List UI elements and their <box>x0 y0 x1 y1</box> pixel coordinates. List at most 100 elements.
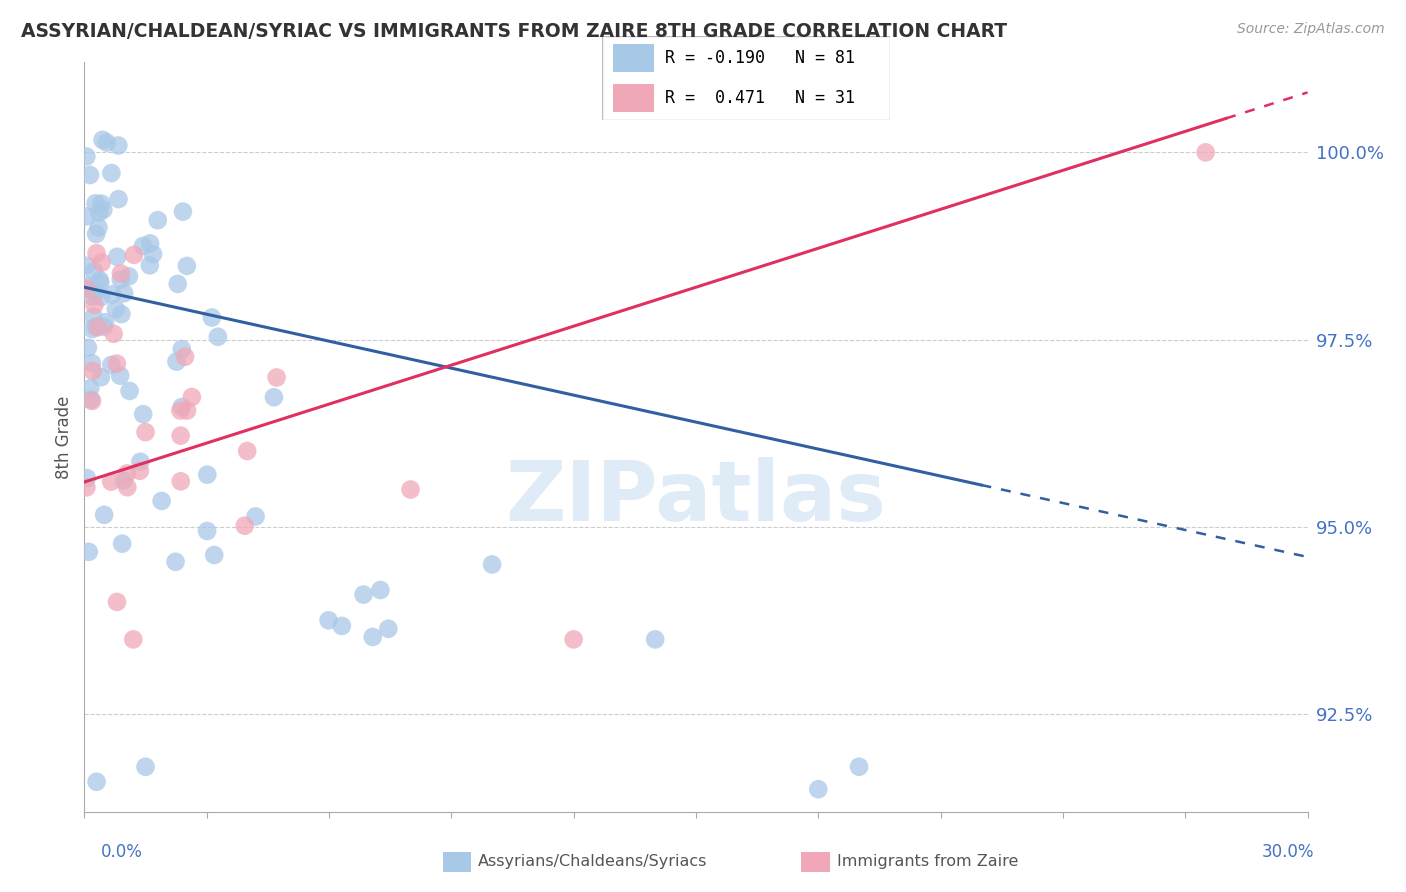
Point <box>84 227 107 241</box>
Point <box>135 760 157 774</box>
Point <box>170 475 193 489</box>
Point <box>105 595 128 609</box>
Point <box>93 319 115 334</box>
Point <box>170 342 193 356</box>
Point <box>117 480 139 494</box>
Text: 0.0%: 0.0% <box>101 843 143 861</box>
Point <box>111 536 134 550</box>
Point <box>75 480 97 494</box>
Point <box>146 213 169 227</box>
Text: 30.0%: 30.0% <box>1263 843 1315 861</box>
Point <box>1195 145 1218 160</box>
Point <box>89 276 111 290</box>
Point <box>115 467 138 481</box>
Point <box>142 247 165 261</box>
Point <box>132 407 155 421</box>
Point <box>79 381 101 395</box>
Text: Immigrants from Zaire: Immigrants from Zaire <box>837 855 1018 869</box>
Point <box>236 444 259 458</box>
Point <box>195 524 218 538</box>
Point <box>82 322 104 336</box>
Point <box>86 320 108 334</box>
Point <box>172 204 194 219</box>
Point <box>112 474 135 488</box>
Point <box>100 475 122 489</box>
Point <box>399 483 422 497</box>
Point <box>245 509 267 524</box>
Point <box>174 350 197 364</box>
Point <box>83 310 105 324</box>
Point <box>169 403 191 417</box>
Point <box>233 518 256 533</box>
Point <box>176 259 198 273</box>
Point <box>266 370 288 384</box>
Point <box>110 267 132 281</box>
Point <box>100 166 122 180</box>
Point <box>91 133 114 147</box>
Point <box>122 632 145 647</box>
Point <box>807 782 830 797</box>
Point <box>361 630 384 644</box>
Point <box>105 250 128 264</box>
Text: Source: ZipAtlas.com: Source: ZipAtlas.com <box>1237 22 1385 37</box>
Point <box>132 239 155 253</box>
Point <box>90 370 112 384</box>
Point <box>80 392 103 407</box>
Point <box>150 494 173 508</box>
Point <box>118 384 141 398</box>
Point <box>86 774 108 789</box>
Point <box>90 255 112 269</box>
Point <box>82 393 104 408</box>
Point <box>170 400 193 414</box>
Point <box>207 330 229 344</box>
Point <box>481 558 503 572</box>
Point <box>101 287 124 301</box>
Point <box>75 259 97 273</box>
Text: ASSYRIAN/CHALDEAN/SYRIAC VS IMMIGRANTS FROM ZAIRE 8TH GRADE CORRELATION CHART: ASSYRIAN/CHALDEAN/SYRIAC VS IMMIGRANTS F… <box>21 22 1007 41</box>
Point <box>139 258 162 272</box>
Point <box>90 196 112 211</box>
Point <box>107 138 129 153</box>
Point <box>165 555 187 569</box>
Point <box>94 315 117 329</box>
Point <box>644 632 666 647</box>
Point <box>135 425 157 439</box>
Point <box>202 548 225 562</box>
Point <box>77 545 100 559</box>
Point <box>84 319 107 334</box>
FancyBboxPatch shape <box>613 84 654 112</box>
Point <box>75 149 97 163</box>
Point <box>353 588 375 602</box>
Point <box>100 358 122 372</box>
Point <box>89 273 111 287</box>
Point <box>129 455 152 469</box>
FancyBboxPatch shape <box>613 45 654 72</box>
Point <box>86 246 108 260</box>
Point <box>180 390 202 404</box>
FancyBboxPatch shape <box>602 36 890 120</box>
Point <box>370 582 392 597</box>
Y-axis label: 8th Grade: 8th Grade <box>55 395 73 479</box>
Point <box>80 356 103 370</box>
Point <box>128 464 150 478</box>
Point <box>108 368 131 383</box>
Point <box>82 289 104 303</box>
Text: R = -0.190   N = 81: R = -0.190 N = 81 <box>665 49 855 67</box>
Point <box>169 428 191 442</box>
Point <box>112 286 135 301</box>
Point <box>107 192 129 206</box>
Point <box>195 467 218 482</box>
Point <box>110 307 132 321</box>
Text: R =  0.471   N = 31: R = 0.471 N = 31 <box>665 88 855 106</box>
Point <box>848 760 870 774</box>
Point <box>105 357 128 371</box>
Point <box>75 210 97 224</box>
Text: Assyrians/Chaldeans/Syriacs: Assyrians/Chaldeans/Syriacs <box>478 855 707 869</box>
Point <box>84 285 107 299</box>
Point <box>176 403 198 417</box>
Text: ZIPatlas: ZIPatlas <box>506 457 886 538</box>
Point <box>87 205 110 219</box>
Point <box>79 168 101 182</box>
Point <box>75 281 97 295</box>
Point <box>166 354 188 368</box>
